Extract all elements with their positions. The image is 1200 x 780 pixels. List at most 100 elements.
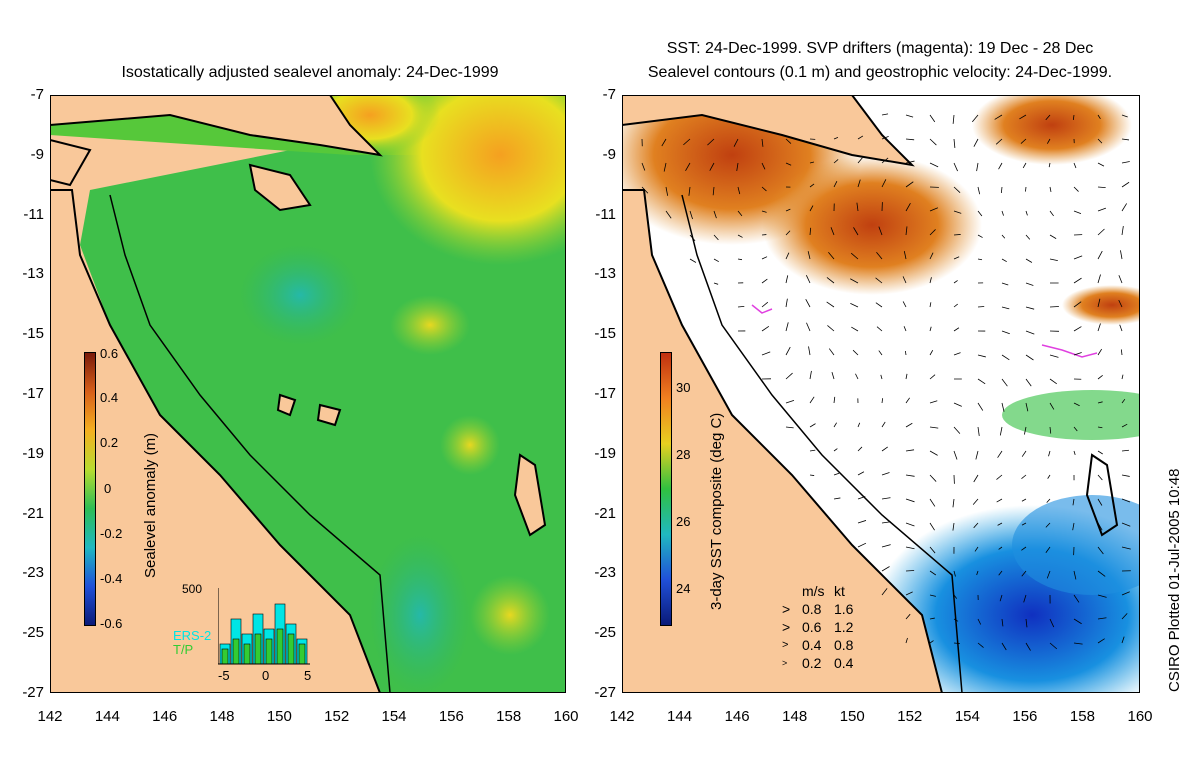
x-tick-label: 150 <box>839 708 865 725</box>
velocity-vector <box>785 346 791 356</box>
velocity-vector <box>1121 474 1130 477</box>
velocity-vector <box>761 210 767 213</box>
velocity-vector <box>1073 642 1083 645</box>
velocity-vector <box>953 594 958 599</box>
velocity-vector <box>905 522 915 527</box>
velocity-vector <box>833 448 838 452</box>
velocity-vector <box>827 325 835 332</box>
velocity-vector <box>1045 114 1051 121</box>
velocity-vector <box>905 637 908 644</box>
x-tick-label: 160 <box>553 708 579 725</box>
velocity-vector <box>905 373 908 380</box>
velocity-vector <box>833 497 841 500</box>
velocity-vector <box>830 227 835 236</box>
velocity-vector <box>853 227 859 236</box>
velocity-vector <box>998 570 1003 576</box>
velocity-vector <box>1024 426 1027 435</box>
velocity-vector <box>1097 617 1107 620</box>
velocity-legend: m/s kt > 0.8 1.6 > 0.6 1.2 > 0.4 0.8 > 0… <box>782 582 853 672</box>
velocity-vector <box>1097 638 1105 644</box>
x-tick-label: 142 <box>37 708 63 725</box>
sealevel-colorbar-tick: -0.2 <box>100 526 123 541</box>
velocity-vector <box>808 346 811 356</box>
velocity-vector <box>1022 162 1027 169</box>
velocity-vector <box>905 114 914 118</box>
velocity-vector <box>905 138 915 141</box>
histogram-ymax: 500 <box>182 582 203 596</box>
velocity-vector <box>833 137 839 140</box>
velocity-vector <box>1121 546 1131 550</box>
velocity-vector <box>1121 398 1126 404</box>
velocity-vector <box>1073 352 1082 356</box>
velocity-vector <box>952 114 955 124</box>
velocity-vector <box>850 278 859 284</box>
y-tick-label: -27 <box>594 684 616 701</box>
velocity-vector <box>1121 181 1130 188</box>
velocity-vector <box>952 498 955 508</box>
velocity-vector <box>1049 186 1052 192</box>
velocity-vector <box>707 138 715 146</box>
sealevel-colorbar-tick: 0.6 <box>100 346 119 361</box>
velocity-vector <box>785 208 791 212</box>
velocity-vector <box>785 298 788 308</box>
velocity-vector <box>905 181 914 188</box>
velocity-vector <box>1097 348 1103 356</box>
velocity-legend-kt: 1.2 <box>834 619 854 635</box>
x-tick-label: 146 <box>152 708 178 725</box>
sst-colorbar-tick: 28 <box>676 447 691 462</box>
sealevel-anomaly-map <box>50 95 566 693</box>
velocity-vector <box>905 546 915 550</box>
velocity-vector <box>905 203 911 212</box>
velocity-vector <box>1121 613 1128 620</box>
velocity-vector <box>1097 401 1103 404</box>
sealevel-colorbar-tick: -0.6 <box>100 616 123 631</box>
velocity-vector <box>878 226 883 236</box>
velocity-vector <box>903 326 907 332</box>
velocity-vector <box>809 449 816 452</box>
x-tick-label: 156 <box>438 708 464 725</box>
velocity-vector <box>1001 378 1008 387</box>
velocity-vector <box>977 306 985 308</box>
velocity-vector <box>1097 228 1105 236</box>
velocity-vector <box>785 275 789 284</box>
right-map-title-line2: Sealevel contours (0.1 m) and geostrophi… <box>647 64 1113 81</box>
velocity-vector <box>903 251 907 260</box>
y-tick-label: -17 <box>594 385 616 402</box>
velocity-vector <box>977 354 986 358</box>
velocity-vector <box>1073 426 1078 432</box>
velocity-vector <box>997 450 1003 458</box>
velocity-legend-ms: 0.8 <box>802 601 822 617</box>
velocity-vector <box>1073 402 1080 407</box>
velocity-vector <box>1025 282 1034 286</box>
velocity-legend-kt: 0.8 <box>834 637 854 653</box>
velocity-vector <box>1021 498 1027 502</box>
velocity-vector <box>1049 642 1058 650</box>
velocity-legend-kt: 1.6 <box>834 601 854 617</box>
velocity-vector <box>1097 522 1103 531</box>
velocity-vector <box>1072 522 1075 531</box>
velocity-vector <box>953 234 961 236</box>
velocity-vector <box>1025 330 1035 335</box>
velocity-vector <box>856 202 859 212</box>
velocity-vector <box>977 402 984 411</box>
y-tick-label: -25 <box>22 624 44 642</box>
velocity-vector <box>973 474 979 483</box>
velocity-vector <box>1097 546 1104 555</box>
velocity-vector <box>761 325 770 332</box>
velocity-vector <box>997 522 1003 526</box>
velocity-vector <box>998 162 1003 170</box>
velocity-vector <box>1073 162 1077 169</box>
velocity-vector <box>1025 402 1029 412</box>
velocity-vector <box>1021 522 1027 526</box>
velocity-vector <box>809 396 815 404</box>
velocity-vector <box>663 162 667 172</box>
velocity-vector <box>953 426 961 434</box>
velocity-vector <box>665 210 672 219</box>
velocity-legend-kt-header: kt <box>834 583 845 599</box>
sst-colorbar-tick: 26 <box>676 514 691 529</box>
velocity-vector <box>1120 349 1123 356</box>
x-tick-label: 142 <box>609 708 635 725</box>
velocity-vector <box>733 138 739 147</box>
velocity-vector <box>1072 498 1075 506</box>
velocity-vector <box>881 521 891 524</box>
